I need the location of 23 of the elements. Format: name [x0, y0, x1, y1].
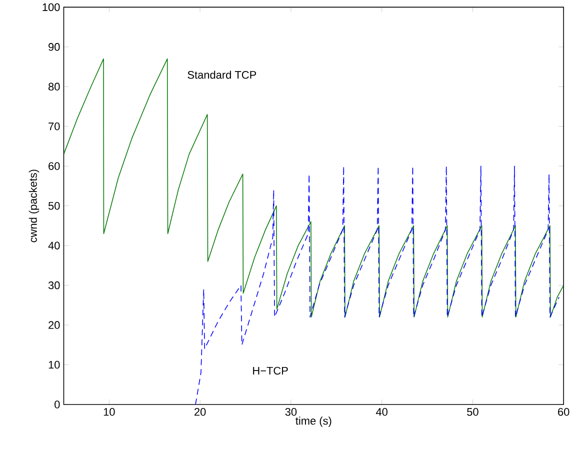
y-tick-label: 100	[42, 3, 60, 11]
y-tick-label: 50	[48, 202, 60, 210]
y-tick-label: 90	[48, 42, 60, 51]
x-tick-label: 10	[104, 408, 115, 416]
x-tick-label: 60	[558, 408, 570, 416]
x-tick-label: 40	[376, 408, 388, 416]
y-tick-label: 30	[48, 281, 60, 290]
y-tick-label: 60	[48, 162, 60, 170]
x-tick-label: 20	[194, 408, 206, 416]
text: H−TCP	[253, 366, 288, 374]
x-tick-label: 50	[467, 408, 478, 416]
y-axis-title: cwnd (packets)	[28, 170, 40, 242]
y-tick-label: 10	[48, 360, 60, 368]
line-series	[195, 166, 560, 404]
y-tick-label: 70	[48, 122, 60, 130]
y-tick-label: 40	[48, 242, 60, 250]
y-tick-label: 80	[48, 82, 60, 90]
series-label: Standard TCP	[188, 70, 256, 79]
x-tick-label: 30	[285, 408, 297, 416]
y-tick-label: 0	[54, 400, 60, 408]
y-tick-label: 20	[48, 321, 60, 329]
line-series	[64, 58, 564, 318]
x-axis-title: time (s)	[296, 416, 332, 427]
